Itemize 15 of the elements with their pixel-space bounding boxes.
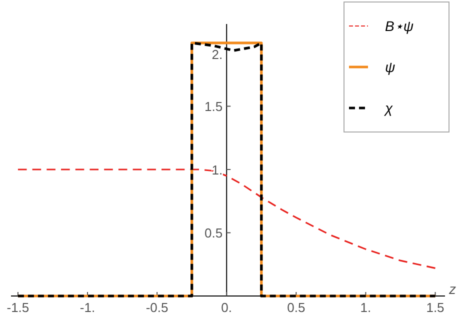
y-tick-label: 2. [212, 46, 223, 62]
x-tick-label: 0.5 [287, 300, 306, 315]
x-tick-label: -0.5 [146, 300, 168, 315]
y-tick-label: 0.5 [204, 226, 223, 241]
legend-label: ψ [385, 59, 396, 75]
x-tick-label: 0. [221, 300, 232, 315]
x-tick-label: -1.5 [6, 300, 30, 315]
x-tick-label: 1.5 [426, 300, 444, 315]
x-tick-label: -1. [80, 300, 96, 315]
y-tick-label: 1.5 [204, 99, 223, 114]
legend-label: χ [383, 100, 393, 116]
x-axis-title: z [448, 281, 456, 297]
x-tick-label: 1. [360, 300, 372, 315]
legend-label: B⋆ψ [385, 18, 414, 34]
y-tick-label: 1. [212, 162, 223, 178]
